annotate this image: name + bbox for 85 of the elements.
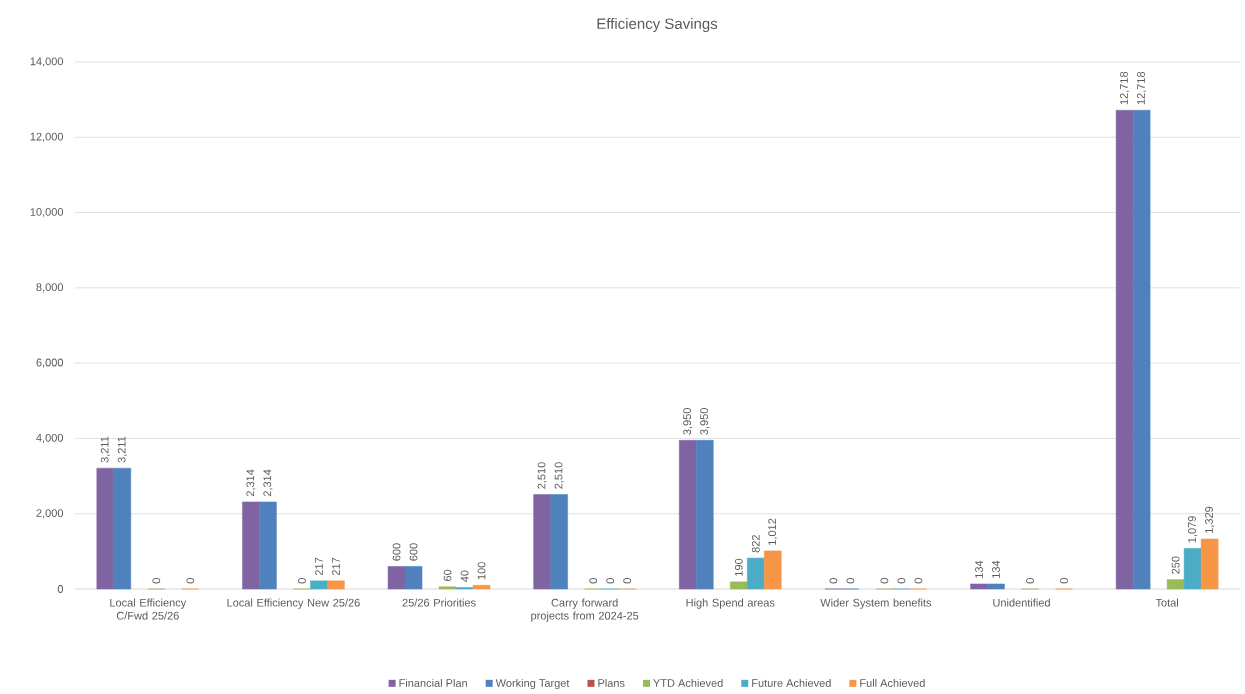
x-tick-label: Local Efficiency C/Fwd 25/26 [110,598,187,620]
bar [387,566,406,590]
y-tick-label: 4,000 [36,433,64,443]
bar [438,586,457,590]
data-label: 134 [992,560,1000,578]
data-label: 1,012 [768,518,778,545]
bar [327,580,345,590]
data-label: 0 [623,578,632,584]
bar [679,440,697,590]
bar [113,467,132,590]
data-label: 0 [152,578,161,584]
bar [1132,110,1151,590]
y-tick-label: 12,000 [30,132,64,142]
data-label: 217 [315,557,323,576]
data-label: 0 [606,578,615,584]
data-label: 2,314 [263,469,273,497]
data-label: 0 [897,578,906,584]
bar [96,467,115,590]
bar [987,583,1005,590]
data-label: 0 [298,578,306,584]
data-label: 2,510 [537,462,547,489]
data-label: 12,718 [1137,71,1147,105]
bar [1115,110,1134,590]
y-tick-label: 8,000 [36,283,64,293]
bar [1183,548,1202,590]
legend-label: Plans [598,678,625,687]
legend-label: Financial Plan [399,678,467,687]
y-tick-label: 14,000 [30,57,64,67]
legend-label: Full Achieved [860,678,925,687]
x-tick-label: Wider System benefits [820,598,932,609]
data-label: 190 [734,558,743,576]
legend-label: Working Target [495,678,570,690]
data-label: 2,510 [554,462,564,489]
data-label: 0 [829,578,838,584]
data-label: 600 [392,543,401,561]
bar [259,501,277,590]
data-label: 0 [1026,578,1034,584]
bar [1200,538,1219,590]
x-tick-label: High Spend areas [686,598,775,609]
bar [472,584,491,590]
data-label: 3,211 [100,436,110,463]
bar [747,557,765,590]
data-label: 0 [880,578,889,584]
bar [1166,579,1185,590]
y-tick-label: 2,000 [36,509,64,519]
x-tick-label: Unidentified [993,598,1050,607]
y-tick-label: 6,000 [36,358,64,368]
data-label: 3,950 [683,408,693,435]
x-tick-label: 25/26 Priorities [402,598,476,607]
data-label: 3,211 [117,436,127,463]
data-label: 2,314 [246,469,256,497]
data-label: 0 [914,578,923,584]
x-tick-label: Carry forward projects from 2024-25 [531,598,639,622]
bar [550,494,568,590]
bar [533,494,551,590]
data-label: 0 [186,578,195,584]
data-label: 40 [460,570,469,583]
bar [404,566,423,590]
bar [696,440,714,590]
bar [310,580,328,590]
y-tick-label: 0 [57,585,64,593]
chart-title: Efficiency Savings [597,18,718,32]
data-label: 0 [846,578,855,584]
data-label: 3,950 [700,408,710,435]
data-label: 1,329 [1205,506,1215,533]
bar [970,583,988,590]
data-label: 60 [443,569,452,581]
legend-label: Future Achieved [752,678,831,687]
data-label: 134 [975,560,983,578]
data-label: 0 [1060,578,1068,584]
data-label: 250 [1171,556,1180,574]
data-label: 217 [332,557,340,576]
bar [764,550,782,590]
data-label: 1,079 [1188,516,1198,543]
bar [242,501,260,590]
legend-label: YTD Achieved [653,678,723,687]
data-label: 822 [751,535,760,553]
data-label: 12,718 [1120,71,1130,105]
x-tick-label: Total [1155,598,1179,607]
bar [730,581,748,590]
y-tick-label: 10,000 [30,208,64,218]
x-tick-label: Local Efficiency New 25/26 [227,598,360,609]
data-label: 0 [589,578,598,584]
data-label: 600 [409,543,418,561]
data-label: 100 [477,562,486,580]
